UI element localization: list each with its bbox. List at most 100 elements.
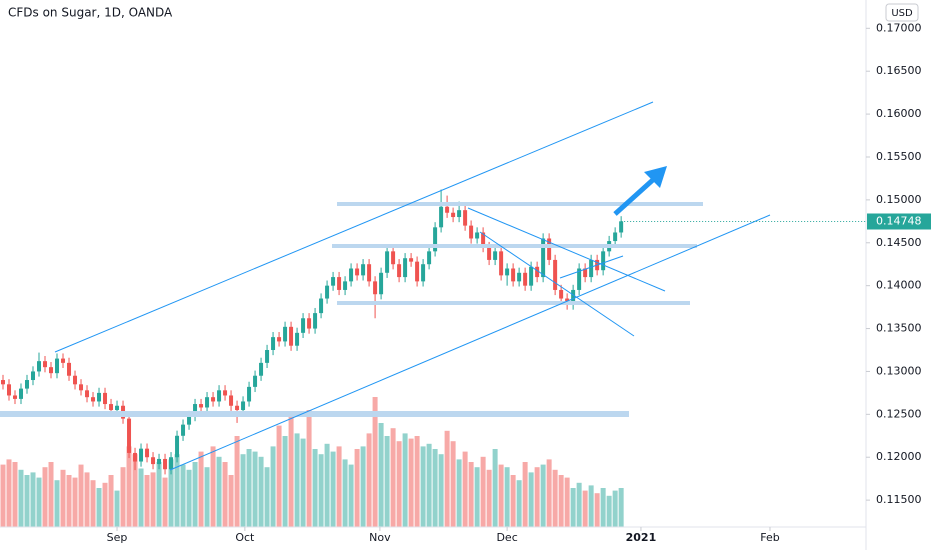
volume-bar (540, 464, 546, 527)
candle-body (577, 268, 582, 290)
candle-body (241, 401, 246, 411)
volume-bar (504, 467, 510, 527)
candle-body (79, 384, 84, 391)
volume-bar (252, 451, 258, 527)
volume-bar (360, 446, 366, 527)
candle-body (7, 384, 12, 396)
candle-body (493, 251, 498, 260)
volume-bar (438, 454, 444, 527)
currency-box (885, 3, 919, 22)
volume-bar (456, 459, 462, 527)
volume-bar (444, 430, 450, 527)
volume-bar (372, 397, 378, 527)
volume-bar (24, 475, 30, 527)
candle-body (451, 212, 456, 218)
volume-bar (282, 436, 288, 527)
candle-body (403, 258, 408, 278)
candle-body (355, 268, 360, 276)
candle-body (277, 337, 282, 342)
volume-bar (156, 462, 162, 527)
y-tick-label: 0.16000 (876, 107, 922, 120)
candle-body (259, 362, 264, 376)
y-tick-label: 0.14500 (876, 236, 922, 249)
volume-bar (246, 449, 252, 527)
volume-bar (96, 488, 102, 527)
candle-body (133, 452, 138, 462)
volume-bar (84, 472, 90, 527)
volume-bar (258, 456, 264, 527)
volume-bar (132, 454, 138, 527)
candle-body (397, 264, 402, 278)
candle-body (601, 251, 606, 271)
volume-bar (336, 446, 342, 527)
y-tick-label: 0.15500 (876, 150, 922, 163)
volume-bar (306, 410, 312, 527)
candle-body (535, 266, 540, 278)
candle-body (289, 326, 294, 346)
candle-body (283, 326, 288, 342)
volume-bar (186, 469, 192, 527)
candle-body (445, 206, 450, 213)
volume-bar (168, 459, 174, 527)
candle-body (373, 281, 378, 295)
x-tick-label: Sep (107, 531, 128, 544)
candle-body (499, 251, 504, 276)
candle-body (523, 272, 528, 286)
last-price-label: 0.14748 (876, 214, 922, 227)
volume-bar (618, 488, 624, 527)
candle-body (235, 405, 240, 411)
volume-bar (594, 493, 600, 527)
volume-bar (576, 482, 582, 527)
volume-bar (492, 449, 498, 527)
volume-bar (72, 477, 78, 527)
volume-bar (78, 464, 84, 527)
candle-body (421, 264, 426, 282)
candle-body (511, 268, 516, 282)
volume-bar (402, 433, 408, 527)
candle-body (391, 251, 396, 265)
volume-bar (390, 428, 396, 527)
candle-body (55, 358, 60, 374)
candle-body (217, 390, 222, 402)
volume-bar (216, 456, 222, 527)
arrow-head (644, 166, 667, 188)
volume-bar (162, 477, 168, 527)
volume-bar (564, 477, 570, 527)
volume-bar (114, 490, 120, 527)
volume-bar (498, 464, 504, 527)
candle-body (139, 448, 144, 462)
x-tick-label: Oct (235, 531, 255, 544)
candle-body (13, 395, 18, 399)
candle-body (571, 289, 576, 305)
candle-body (295, 332, 300, 346)
candle-body (223, 390, 228, 396)
volume-bar (612, 490, 618, 527)
y-tick-label: 0.13500 (876, 322, 922, 335)
candle-body (67, 362, 72, 376)
volume-bar (450, 441, 456, 527)
y-tick-label: 0.16500 (876, 64, 922, 77)
candle-body (157, 458, 162, 465)
volume-bar (180, 464, 186, 527)
volume-bar (48, 462, 54, 527)
candle-body (19, 388, 24, 399)
last-price-tag (867, 213, 931, 230)
y-tick-label: 0.12500 (876, 407, 922, 420)
arrow (613, 176, 657, 216)
volume-bar (138, 468, 144, 527)
volume-bar (348, 464, 354, 527)
x-tick-label: Nov (369, 531, 391, 544)
candle-body (199, 404, 204, 408)
volume-bar (288, 415, 294, 527)
candle-body (343, 281, 348, 290)
candle-body (181, 424, 186, 436)
volume-bar (54, 480, 60, 527)
candle-body (301, 318, 306, 333)
x-tick-label: Feb (760, 531, 779, 544)
volume-bar (606, 495, 612, 527)
candle-body (487, 247, 492, 260)
candle-body (613, 232, 618, 242)
candle-body (175, 435, 180, 458)
volume-bar (468, 462, 474, 527)
